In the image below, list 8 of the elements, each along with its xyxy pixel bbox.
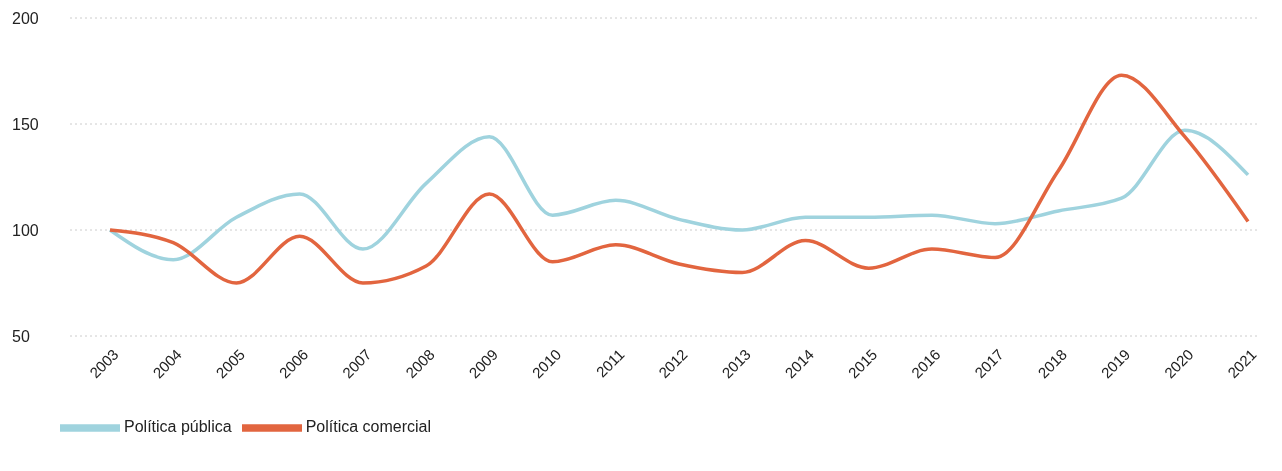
legend-label: Política comercial	[305, 418, 431, 436]
y-tick-label: 100	[12, 221, 39, 239]
y-tick-label: 50	[12, 327, 30, 345]
y-tick-label: 200	[12, 9, 39, 27]
line-series	[108, 73, 1250, 285]
legend-label: Política pública	[124, 418, 232, 436]
y-tick-label: 150	[12, 115, 39, 133]
line-series	[108, 128, 1250, 262]
